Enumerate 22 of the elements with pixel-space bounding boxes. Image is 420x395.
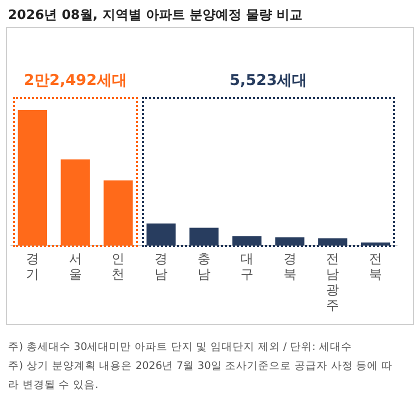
bar [146, 223, 176, 246]
text: 주) 총세대수 30세대미만 아파트 단지 및 임대단지 제외 / 단위: 세대수 [8, 340, 353, 355]
bar [232, 236, 262, 246]
bar [60, 159, 90, 246]
x-tick-label: 경남 [154, 252, 168, 282]
x-tick-label: 경북 [283, 252, 296, 282]
x-tick-label: 전남광주 [326, 252, 340, 314]
bar [18, 110, 48, 246]
x-tick-label: 경기 [26, 252, 39, 282]
bar [275, 237, 304, 246]
chart-title: 2026년 08월, 지역별 아파트 분양예정 물량 비교 [8, 7, 302, 24]
bar [104, 180, 133, 246]
text: 5,523세대 [230, 71, 308, 90]
x-tick-label: 대구 [240, 252, 254, 282]
bar [189, 228, 219, 246]
bar [318, 238, 348, 246]
text: 2만2,492세대 [24, 71, 127, 90]
x-tick-label: 서울 [68, 252, 82, 282]
x-tick-label: 충남 [198, 252, 210, 282]
x-tick-label: 전북 [369, 252, 382, 282]
text: 주) 상기 분양계획 내용은 2026년 7월 30일 조사기준으로 공급자 사정 등에 따라 변경될 수 있음. [8, 359, 393, 393]
x-tick-label: 인천 [112, 252, 125, 282]
